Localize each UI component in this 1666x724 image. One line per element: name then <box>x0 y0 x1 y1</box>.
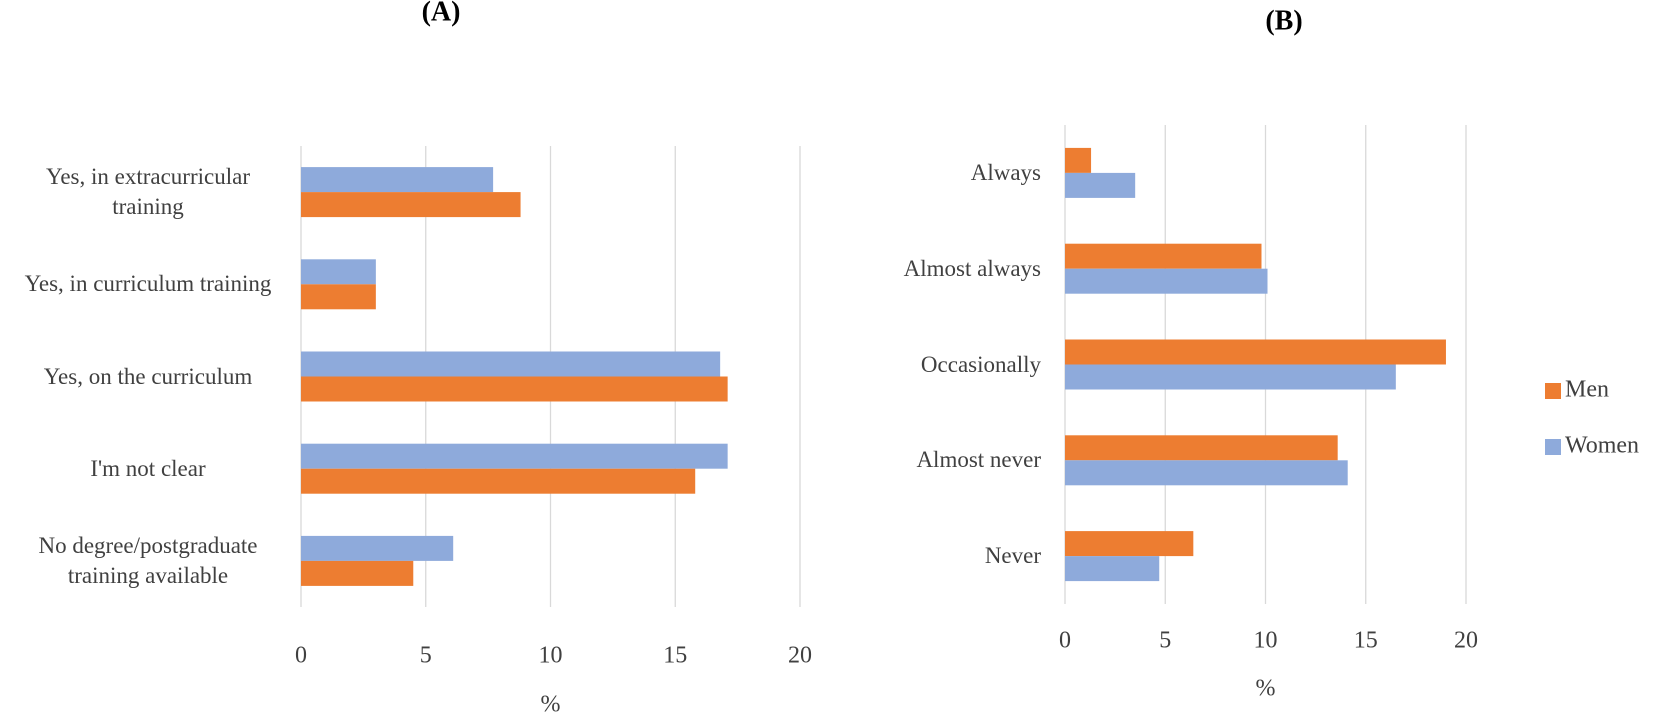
category-label: Yes, in curriculum training <box>24 271 272 297</box>
bar <box>301 468 696 494</box>
bar <box>301 259 376 285</box>
bar <box>1065 147 1092 173</box>
x-tick-label: 0 <box>1059 628 1071 654</box>
bar <box>1065 172 1136 198</box>
bar <box>301 535 454 561</box>
x-tick-label: 20 <box>788 643 812 669</box>
x-tick-label: 5 <box>1159 628 1171 654</box>
category-label: Occasionally <box>920 351 1041 377</box>
bar <box>1065 243 1262 269</box>
bar <box>301 284 376 310</box>
category-label: Always <box>970 159 1041 185</box>
x-axis-label: % <box>1256 676 1276 702</box>
bar <box>1065 531 1194 557</box>
chart-title: (A) <box>422 0 461 27</box>
bar <box>1065 268 1268 294</box>
bar <box>1065 339 1446 365</box>
bar <box>1065 435 1338 461</box>
bar <box>301 351 721 377</box>
x-tick-label: 5 <box>420 643 432 669</box>
bar <box>1065 364 1396 390</box>
x-tick-label: 10 <box>1254 628 1278 654</box>
legend-label: Women <box>1565 433 1639 459</box>
bar <box>301 560 414 586</box>
category-label: Almost never <box>916 447 1041 473</box>
x-tick-label: 15 <box>1354 628 1378 654</box>
category-label: Almost always <box>903 255 1041 281</box>
legend-swatch <box>1545 383 1561 399</box>
x-tick-label: 10 <box>539 643 563 669</box>
chart-title: (B) <box>1265 5 1302 36</box>
bar <box>301 167 494 193</box>
bar <box>1065 460 1348 486</box>
x-tick-label: 15 <box>663 643 687 669</box>
category-label: No degree/postgraduate training availabl… <box>38 532 258 588</box>
category-label: Yes, in extracurricular training <box>46 164 250 220</box>
category-label: Never <box>984 543 1041 569</box>
category-label: Yes, on the curriculum <box>43 363 253 389</box>
x-tick-label: 0 <box>295 643 307 669</box>
category-label: I'm not clear <box>90 455 206 481</box>
bar <box>1065 556 1160 582</box>
bar <box>301 192 521 218</box>
legend-label: Men <box>1565 377 1609 403</box>
legend-swatch <box>1545 439 1561 455</box>
x-tick-label: 20 <box>1454 628 1478 654</box>
bar <box>301 376 728 402</box>
x-axis-label: % <box>541 692 561 718</box>
bar <box>301 443 728 469</box>
